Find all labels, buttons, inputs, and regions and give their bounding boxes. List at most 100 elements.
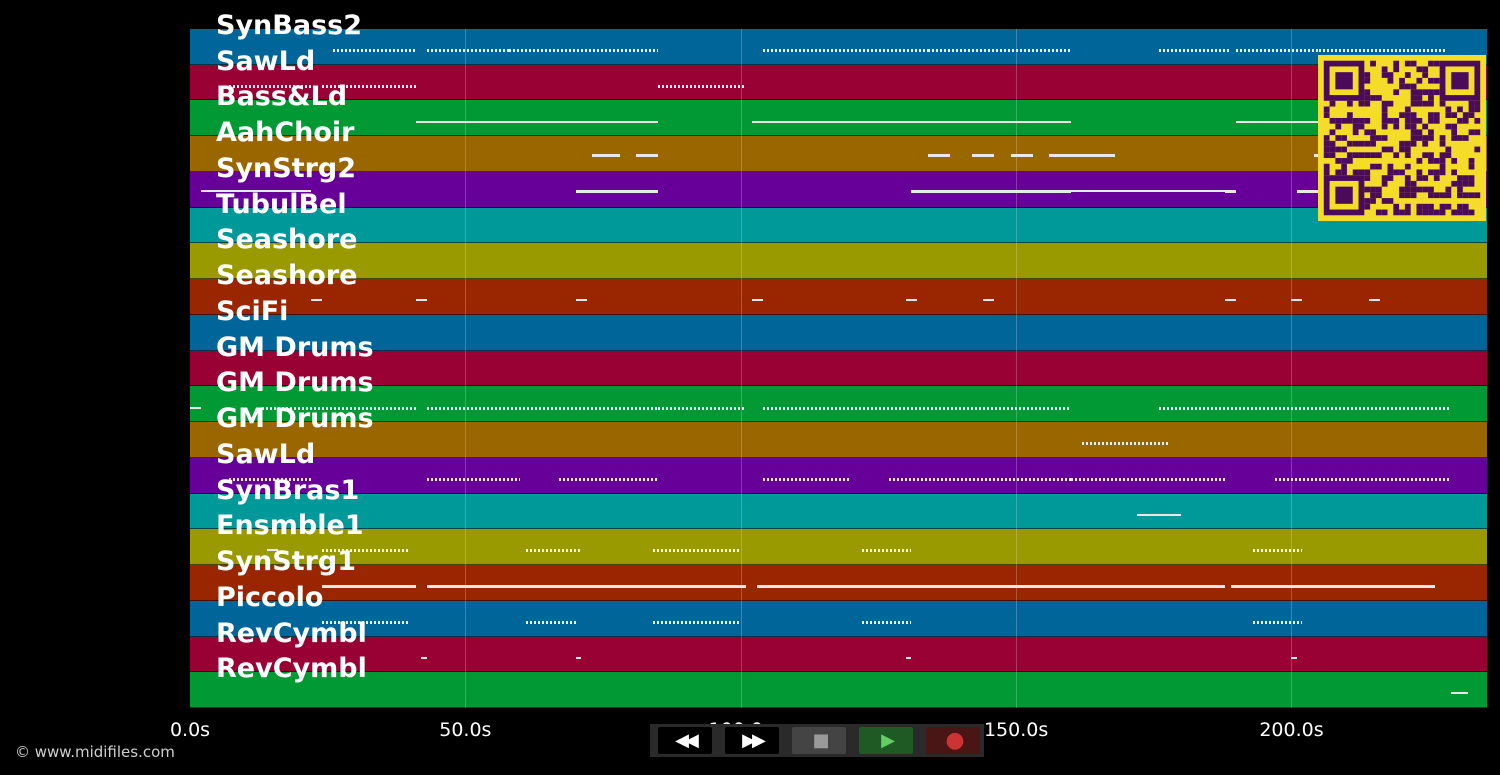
- note-bar: [426, 585, 521, 589]
- note-bar: [983, 299, 995, 302]
- track-lane: [190, 565, 1487, 601]
- copyright-text: © www.midifiles.com: [15, 743, 175, 761]
- note-bar: [1236, 49, 1320, 53]
- note-bar: [267, 549, 279, 552]
- track-label: SynBass2: [216, 10, 362, 41]
- note-bar: [889, 477, 1072, 481]
- note-bar: [1236, 120, 1320, 123]
- note-bar: [575, 656, 582, 659]
- fast-forward-button[interactable]: ▶▶: [725, 727, 779, 754]
- note-bar: [228, 84, 312, 88]
- note-bar: [658, 84, 747, 88]
- note-bar: [509, 120, 576, 123]
- note-bar: [927, 49, 1072, 53]
- track-label: Ensmble1: [216, 510, 364, 542]
- stop-button[interactable]: ■: [792, 727, 846, 754]
- note-bar: [828, 120, 912, 123]
- note-bar: [426, 49, 510, 53]
- note-bar: [658, 585, 747, 589]
- track-label: SawLd: [216, 45, 316, 77]
- stop-icon: ■: [812, 730, 829, 751]
- note-bar: [762, 406, 1072, 410]
- note-bar: [575, 299, 587, 302]
- note-bar: [1291, 299, 1303, 302]
- note-bar: [861, 549, 912, 553]
- grid-line: [1291, 29, 1293, 708]
- note-bar: [1137, 513, 1182, 516]
- play-icon: ▶: [881, 730, 895, 751]
- note-bar: [658, 406, 747, 410]
- piano-roll-plot[interactable]: [190, 29, 1487, 708]
- grid-line: [740, 29, 742, 708]
- track-label: Piccolo: [216, 581, 324, 613]
- note-bar: [762, 49, 824, 53]
- note-bar: [911, 120, 1072, 123]
- track-lane: [190, 207, 1487, 244]
- tick-label: 0.0s: [169, 719, 211, 741]
- track-label: SynStrg2: [216, 152, 357, 184]
- note-bar: [525, 549, 582, 553]
- track-label: GM Drums: [216, 403, 374, 435]
- note-bar: [575, 190, 659, 194]
- track-lane: [190, 136, 1487, 172]
- note-bar: [520, 585, 659, 589]
- track-lane: [190, 457, 1487, 494]
- track-lane: [190, 636, 1487, 673]
- note-bar: [1071, 190, 1226, 193]
- track-lane: [190, 672, 1487, 708]
- note-bar: [905, 299, 917, 302]
- note-bar: [1082, 442, 1171, 446]
- note-bar: [426, 406, 659, 410]
- note-bar: [1159, 406, 1319, 410]
- note-bar: [1225, 299, 1237, 302]
- track-label: AahChoir: [216, 117, 355, 149]
- note-bar: [1071, 477, 1226, 481]
- note-bar: [558, 477, 659, 481]
- note-bar: [322, 549, 411, 553]
- rewind-button[interactable]: ◀◀: [658, 727, 712, 754]
- track-label: Seashore: [216, 260, 358, 292]
- track-lane: [190, 243, 1487, 280]
- note-bar: [564, 49, 659, 53]
- note-bar: [1291, 656, 1297, 659]
- note-bar: [757, 585, 1072, 589]
- note-bar: [1319, 406, 1452, 410]
- note-bar: [905, 656, 912, 659]
- track-lane: [190, 529, 1487, 566]
- note-bar: [652, 549, 741, 553]
- note-bar: [592, 154, 620, 158]
- note-bar: [861, 620, 912, 624]
- note-bar: [911, 190, 1072, 194]
- note-bar: [509, 49, 565, 53]
- note-bar: [751, 120, 829, 123]
- track-lane: [190, 29, 1487, 65]
- grid-line: [1016, 29, 1018, 708]
- record-icon: ●: [945, 728, 964, 753]
- track-label: SynStrg1: [216, 546, 357, 578]
- record-button[interactable]: ●: [926, 727, 980, 754]
- transport-controls: ◀◀ ▶▶ ■ ▶ ●: [650, 724, 984, 757]
- track-lane: [190, 314, 1487, 351]
- note-bar: [636, 154, 659, 158]
- track-label: RevCymbl: [216, 617, 367, 649]
- rewind-icon: ◀◀: [675, 730, 699, 751]
- track-label: GM Drums: [216, 367, 374, 399]
- track-label: SawLd: [216, 438, 316, 470]
- note-bar: [322, 620, 411, 624]
- note-bar: [426, 477, 521, 481]
- note-bar: [1368, 299, 1380, 302]
- note-bar: [751, 299, 763, 302]
- fast-forward-icon: ▶▶: [742, 730, 766, 751]
- track-label: SynBras1: [216, 474, 360, 506]
- note-bar: [421, 656, 427, 659]
- note-bar: [1319, 49, 1446, 53]
- note-bar: [1230, 585, 1435, 589]
- note-bar: [415, 120, 510, 123]
- note-bar: [823, 49, 928, 53]
- note-bar: [322, 585, 416, 589]
- track-label: Bass&Ld: [216, 81, 348, 113]
- note-bar: [1296, 190, 1319, 194]
- note-bar: [1451, 692, 1468, 695]
- note-bar: [333, 49, 416, 53]
- play-button[interactable]: ▶: [859, 727, 913, 754]
